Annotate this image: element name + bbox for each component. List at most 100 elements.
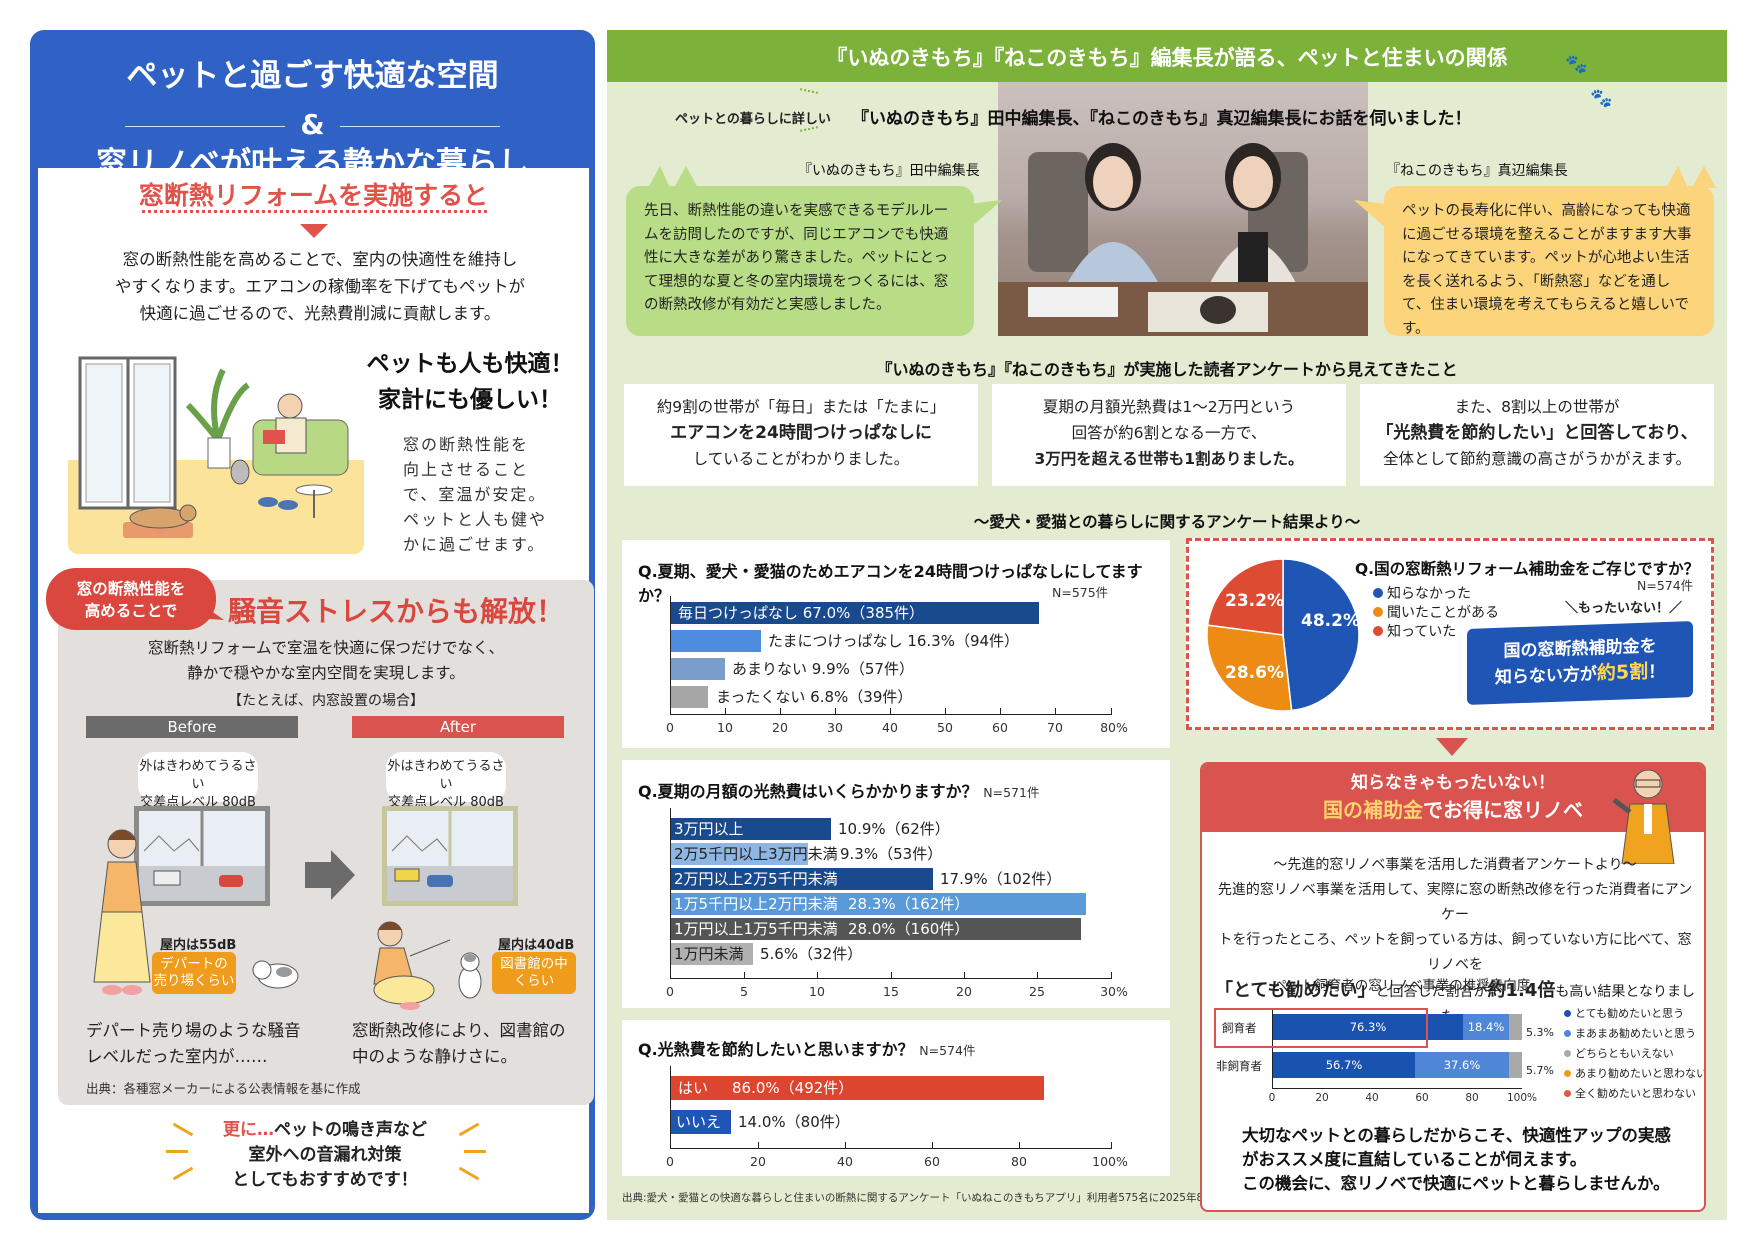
divider [125,126,285,127]
tick-label: 40 [837,1154,853,1169]
bar-label: たまにつけっぱなし 16.3%（94件） [768,632,1020,650]
subsidy-paragraph: 先進的窓リノベ事業を活用して、実際に窓の断熱改修を行った消費者にアンケー トを行… [1212,878,1698,1030]
down-arrow-icon [300,224,328,238]
scared-cat-illustration [252,960,299,989]
stat-line: 全体として節約意識の高さがうかがえます。 [1383,450,1691,468]
tick-label: 25 [1029,984,1045,999]
tick [890,708,891,714]
reform-body-line: やすくなります。エアコンの稼働率を下げてもペットが [114,277,526,296]
editor2-name: 『ねこのきもち』真辺編集長 [1386,163,1568,179]
paw-print-icon: 🐾 [1565,54,1588,75]
tag-line: 図書館の中 [500,956,568,972]
legend-label: あまり勧めたいと思わない [1575,1067,1706,1080]
tick-label: 70 [1047,720,1063,735]
after-caption: 窓断熱改修により、図書館の 中のような静けさに。 [352,1018,592,1070]
subsidy-header: 知らなきゃもったいない！ 国の補助金でお得に窓リノベ [1202,764,1704,832]
x-axis [670,714,1112,715]
tick-label: 20 [1315,1092,1329,1104]
segment-somewhat-recommend: 18.4% [1463,1014,1509,1040]
tick [1055,708,1056,714]
bar-category: 1万5千円以上2万円未満 [674,895,838,913]
tick-label: 5 [740,984,748,999]
legend-dot [1564,1010,1571,1017]
tick [964,972,965,978]
comfort-body-line: 窓の断熱性能を [403,435,530,454]
bar-category: 1万円以上1万5千円未満 [674,920,838,938]
bar-30k-plus [671,818,831,840]
q2-chart-card: Q.夏期の月額の光熱費はいくらかかりますか？ N=571件 3万円以上 10.9… [622,760,1170,1008]
recommend-legend: とても勧めたいと思う まあまあ勧めたいと思う どちらともいえない あまり勧めたい… [1564,1004,1706,1104]
tick-label: 10 [809,984,825,999]
subsidy-subtitle: 〜先進的窓リノベ事業を活用した消費者アンケートより〜 [1273,857,1637,873]
legend-item: 知っていた [1373,623,1499,642]
stat-line: また、8割以上の世帯が [1454,398,1620,416]
y-axis [670,596,671,714]
tick-label: 30 [827,720,843,735]
paw-print-icon: 🐾 [1590,88,1613,109]
reform-body: 窓の断熱性能を高めることで、室内の快適性を維持し やすくなります。エアコンの稼働… [60,246,580,327]
advisor-character-illustration [1612,769,1675,864]
pie-label-blue: 48.2% [1301,611,1360,631]
q1-sample-size: N=575件 [1052,585,1109,600]
tick [1111,708,1112,714]
comfort-body-line: かに過ごせます。 [403,535,546,554]
caption-line: デパート売り場のような騒音 [86,1021,301,1040]
bar-25k-30k [671,843,808,865]
subsidy-header-line: でお得に窓リノベ [1423,798,1583,822]
example-label: 【たとえば、内窓設置の場合】 [228,693,424,709]
playing-cat-illustration [458,952,482,999]
right-header: 『いぬのきもち』『ねこのきもち』編集長が語る、ペットと住まいの関係 [607,30,1727,82]
q1-title: Q.夏期、愛犬・愛猫のためエアコンを24時間つけっぱなしにしてますか？ [638,562,1143,605]
intro-small: ペットとの暮らしに詳しい [675,112,831,127]
bar-no [671,1110,731,1134]
paragraph-line: 先進的窓リノベ事業を活用して、実際に窓の断熱改修を行った消費者にアンケー [1217,882,1693,923]
legend-label: 全く勧めたいと思わない [1575,1087,1696,1100]
bubble-tail [196,600,224,620]
cat-ears-decoration [1666,166,1716,188]
window-after-illustration [382,806,518,906]
emphasis-ray [464,1150,486,1153]
callout-highlight: 約5割 [1596,660,1649,685]
outside-noise-bubble-before: 外はきわめてうるさい 交差点レベル 80dB [138,752,258,810]
bar-label: 28.3%（162件） [848,895,970,913]
bar-under-10k [671,943,753,965]
tick-label: 20 [750,1154,766,1169]
tick-label: 60 [1415,1092,1429,1104]
comfort-heading-line: 家計にも優しい！ [378,387,562,413]
unaware-callout: 国の窓断熱補助金を 知らない方が約5割！ [1467,621,1693,705]
tick-label: 40 [1365,1092,1379,1104]
q2-sample-size: N=571件 [983,785,1040,800]
editor2-quote: ペットの長寿化に伴い、高齢になっても快適に過ごせる環境を整えることがますます大事… [1384,186,1714,337]
tick-label: 40 [882,720,898,735]
stat-line: 3万円を超える世帯も1割ありました。 [1034,450,1304,468]
tick-label: 80 [1465,1092,1479,1104]
closing-message: 大切なペットとの暮らしだからこそ、快適性アップの実感 がおススメ度に直結している… [1242,1124,1702,1196]
legend-item: あまり勧めたいと思わない [1564,1064,1706,1084]
legend-dot [1373,607,1383,617]
tick-label: 20 [956,984,972,999]
recommend-stacked-chart: 飼育者 非飼育者 76.3% 18.4% 5.3% 56.7% 37.6% 5.… [1202,1000,1706,1110]
noise-body-line: 静かで穏やかな室内空間を実現します。 [187,664,465,682]
comfort-body-line: 向上させること [403,460,530,479]
tick [725,708,726,714]
tick-label: 80 [1011,1154,1027,1169]
legend-item: とても勧めたいと思う [1564,1004,1704,1024]
legend-dot [1373,626,1383,636]
outside-line: 外はきわめてうるさい [387,759,505,792]
outside-line: 外はきわめてうるさい [139,759,257,792]
row-label-owners: 飼育者 [1222,1021,1257,1035]
bar-label: 28.0%（160件） [848,920,970,938]
segment-very-recommend: 76.3% [1273,1014,1463,1040]
pie-chart [1206,558,1360,712]
relaxed-woman-illustration [373,921,451,1010]
tick [891,972,892,978]
paragraph-line: トを行ったところ、ペットを飼っている方は、飼っていない方に比べて、窓リノベを [1218,932,1692,973]
tick [835,708,836,714]
legend-item: まあまあ勧めたいと思う [1564,1024,1704,1044]
outside-noise-bubble-after: 外はきわめてうるさい 交差点レベル 80dB [386,752,506,810]
stat-line: 約9割の世帯が「毎日」または「たまに」 [656,398,946,416]
highlight-frame [1214,1008,1428,1048]
q3-title-text: Q.光熱費を節約したいと思いますか？ [638,1040,914,1059]
tick [845,1142,846,1148]
editor1-name: 『いぬのきもち』田中編集長 [798,163,980,179]
